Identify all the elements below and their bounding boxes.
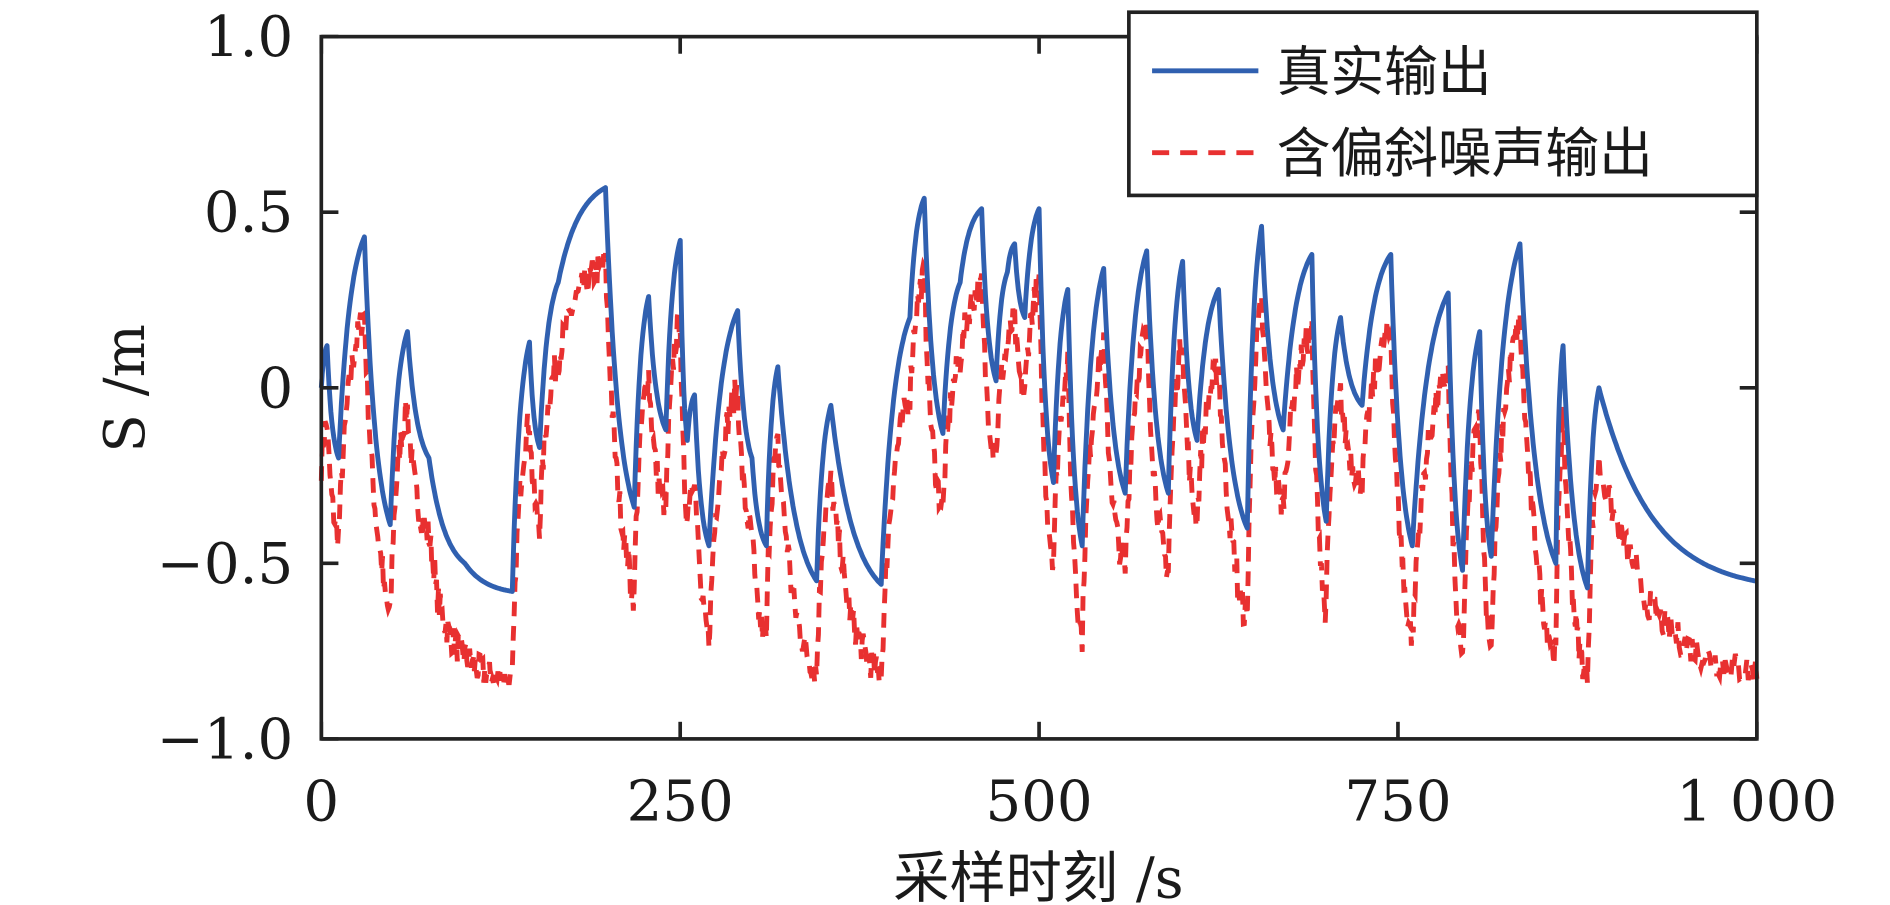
plot-area xyxy=(318,185,1760,688)
x-tick-label: 500 xyxy=(985,770,1092,835)
legend-label-true: 真实输出 xyxy=(1277,40,1492,103)
y-tick-label: 1.0 xyxy=(204,5,293,70)
y-tick-label: −0.5 xyxy=(157,532,293,597)
y-axis-label: S /m xyxy=(93,324,158,453)
x-tick-label: 250 xyxy=(627,770,734,835)
legend-box xyxy=(1127,10,1759,198)
series-true-output-line xyxy=(318,185,1758,594)
y-tick-label: −1.0 xyxy=(157,707,293,772)
series-noisy-output-line xyxy=(318,252,1760,688)
legend: 真实输出 含偏斜噪声输出 xyxy=(1127,10,1759,198)
legend-label-noisy: 含偏斜噪声输出 xyxy=(1277,122,1653,185)
y-tick-label: 0 xyxy=(257,356,293,421)
x-tick-label: 0 xyxy=(303,770,339,835)
tick-labels: 0 250 500 750 1 000 −1.0 −0.5 0 0.5 1.0 xyxy=(157,5,1837,835)
x-axis-label: 采样时刻 /s xyxy=(893,847,1183,905)
x-tick-label: 1 000 xyxy=(1676,770,1837,835)
y-tick-label: 0.5 xyxy=(204,181,293,246)
x-tick-label: 750 xyxy=(1344,770,1451,835)
